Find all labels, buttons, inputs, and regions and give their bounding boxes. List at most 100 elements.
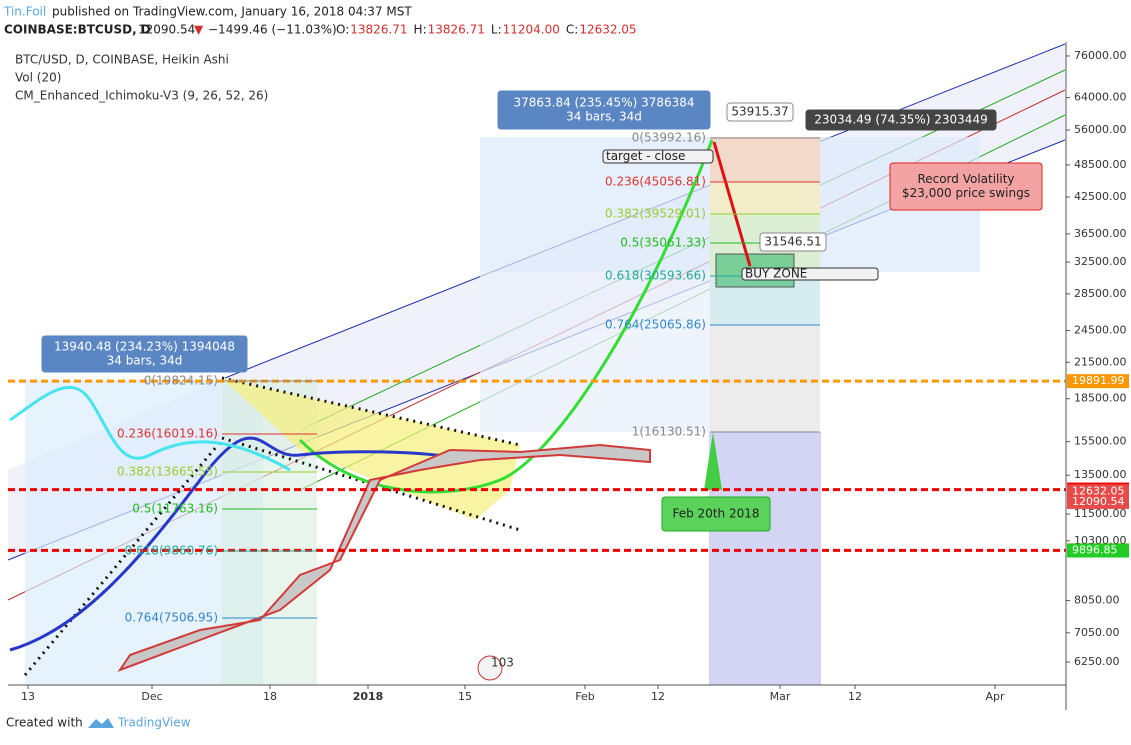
indicator: CM_Enhanced_Ichimoku-V3 (9, 26, 52, 26) (15, 89, 268, 103)
fib-label: 0.618(30593.66) (605, 269, 706, 283)
ohlc-key: H: (414, 23, 427, 37)
badge: 103 (491, 656, 514, 670)
y-tick-label: 13500.00 (1074, 468, 1127, 481)
last: 12090.54 (138, 23, 195, 37)
callout-text: 13940.48 (234.23%) 1394048 (54, 340, 235, 354)
callout-box (41, 335, 248, 373)
callout-text: 31546.51 (764, 235, 821, 249)
ichimoku-line (9, 385, 291, 472)
ichimoku-cloud (117, 443, 651, 673)
price-label-box (1067, 484, 1129, 499)
callout-box (726, 102, 794, 122)
y-tick-label: 76000.00 (1074, 49, 1127, 62)
arrow: ▼ (194, 23, 204, 37)
price-label-box (1067, 543, 1129, 558)
footer: Created with TradingView (6, 716, 191, 730)
callout-box (889, 162, 1043, 211)
y-tick-label: 28500.00 (1074, 287, 1127, 300)
fib-zone (710, 137, 820, 182)
x-tick-label: Mar (770, 690, 791, 703)
callout-text: 34 bars, 34d (566, 110, 642, 124)
decorations (7, 42, 1066, 685)
y-tick-label: 7050.00 (1074, 626, 1120, 639)
fib-label: 1(16130.51) (632, 425, 706, 439)
callout-box (661, 496, 771, 532)
y-tick-label: 6250.00 (1074, 655, 1120, 668)
y-tick-label: 18500.00 (1074, 392, 1127, 405)
symbol: COINBASE:BTCUSD, D (4, 23, 151, 37)
projection-arrow (712, 141, 752, 267)
chart-title: BTC/USD, D, COINBASE, Heikin Ashi (15, 53, 229, 67)
callout-box (741, 267, 879, 281)
fib-label: 0.5(35061.33) (620, 236, 706, 250)
fib-label: 0.764(7506.95) (125, 611, 218, 625)
callout-box (497, 90, 711, 130)
fib-label: 0.382(13665.55) (117, 465, 218, 479)
wedge (222, 378, 520, 520)
ohlc-key: C: (566, 23, 578, 37)
marker-arrow (704, 432, 722, 490)
ohlc-value: 13826.71 (428, 23, 485, 37)
callout-text: target - close (606, 149, 685, 163)
price-label: 12090.54 (1072, 495, 1125, 508)
author[interactable]: Tin.Foil (3, 5, 46, 19)
change: −1499.46 (−11.03%) (208, 23, 337, 37)
legend: BTC/USD, D, COINBASE, Heikin Ashi Vol (2… (15, 53, 268, 103)
y-tick-label: 36500.00 (1074, 227, 1127, 240)
callout-text: Record Volatility (917, 172, 1014, 186)
ohlc-key: L: (491, 23, 502, 37)
y-tick-label: 48500.00 (1074, 158, 1127, 171)
callout-text: 23034.49 (74.35%) 2303449 (814, 113, 987, 127)
x-tick-label: 12 (848, 690, 862, 703)
fib-label: 0.618(9860.76) (125, 544, 218, 558)
callout-box (759, 232, 827, 252)
x-tick-label: 12 (651, 690, 665, 703)
callout-text: 37863.84 (235.45%) 3786384 (513, 96, 694, 110)
x-tick-label: 18 (263, 690, 277, 703)
callout-box (805, 109, 997, 131)
ohlc-value: 12632.05 (579, 23, 636, 37)
badge-icon (477, 655, 503, 681)
callout-text: BUY ZONE (745, 267, 807, 281)
measure-zone (480, 272, 718, 432)
trend-line (221, 376, 521, 447)
published: published on TradingView.com, January 16… (52, 5, 412, 19)
fib-label: 0.764(25065.86) (605, 318, 706, 332)
created-with: Created with (6, 716, 83, 730)
price-label-box (1067, 374, 1129, 389)
x-tick-label: 15 (458, 690, 472, 703)
fib-zone (710, 325, 820, 432)
x-tick-label: 2018 (353, 690, 384, 703)
price-label-box (1067, 494, 1129, 509)
y-tick-label: 56000.00 (1074, 123, 1127, 136)
fib-label: 0(53992.16) (632, 131, 706, 145)
brand-logo (88, 718, 114, 728)
x-tick-label: 13 (21, 690, 35, 703)
indicator: Vol (20) (15, 71, 61, 85)
brand[interactable]: TradingView (117, 716, 191, 730)
ohlc-key: O: (336, 23, 349, 37)
y-tick-label: 64000.00 (1074, 91, 1127, 104)
plot-layer: 0(53992.16) 0.236(45056.81) 0.382(39529.01… (8, 90, 1066, 681)
x-tick-label: Feb (575, 690, 594, 703)
y-tick-label: 11500.00 (1074, 507, 1127, 520)
header: Tin.Foil published on TradingView.com, J… (3, 5, 412, 37)
fib-label: 0.236(16019.16) (117, 427, 218, 441)
price-label: 12632.05 (1072, 484, 1125, 497)
x-tick-label: Dec (141, 690, 162, 703)
ohlc-value: 13826.71 (350, 23, 407, 37)
callout-text: 53915.37 (731, 105, 788, 119)
y-tick-label: 32500.00 (1074, 255, 1127, 268)
y-tick-label: 24500.00 (1074, 324, 1127, 337)
callout-text: Feb 20th 2018 (673, 507, 760, 521)
y-tick-label: 21500.00 (1074, 355, 1127, 368)
fib-label: 0.382(39529.01) (605, 207, 706, 221)
y-tick-label: 42500.00 (1074, 190, 1127, 203)
ohlc-value: 11204.00 (503, 23, 560, 37)
x-tick-label: Apr (985, 690, 1005, 703)
fib-label: 0.236(45056.81) (605, 175, 706, 189)
ichimoku-line (9, 436, 471, 652)
callout-box (602, 149, 714, 164)
